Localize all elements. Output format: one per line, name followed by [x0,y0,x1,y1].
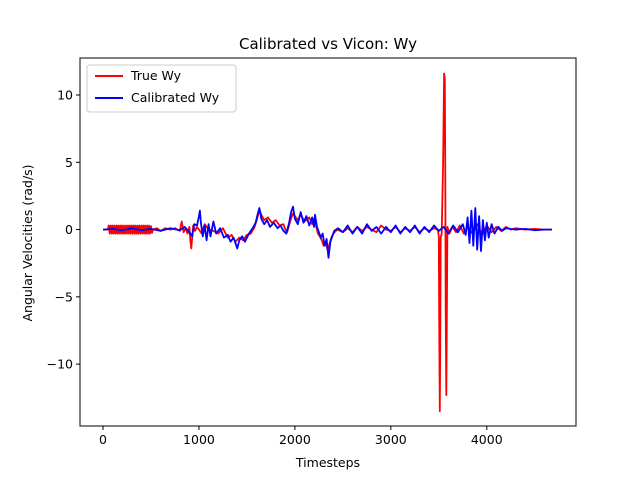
legend: True Wy Calibrated Wy [86,64,237,113]
y-axis-label: Angular Velocities (rad/s) [20,164,35,321]
legend-label-true-wy: True Wy [130,68,182,83]
x-tick-label: 1000 [183,432,215,447]
y-tick-label: 0 [65,222,73,237]
y-tick-label: 10 [57,88,73,103]
x-tick-label: 4000 [471,432,503,447]
plot-frame [79,57,577,427]
x-axis-label: Timesteps [295,455,360,470]
legend-label-calibrated-wy: Calibrated Wy [131,90,220,105]
chart-title: Calibrated vs Vicon: Wy [239,35,417,53]
legend-box [86,64,237,113]
y-tick-label: 5 [65,155,73,170]
y-tick-label: −10 [47,357,73,372]
x-tick-label: 2000 [279,432,311,447]
y-axis: −10 −5 0 5 10 [47,88,80,372]
series-line-calibrated-wy [102,205,552,259]
y-tick-label: −5 [55,289,73,304]
series-layer [102,72,552,413]
x-tick-label: 3000 [375,432,407,447]
x-axis: 0 1000 2000 3000 4000 [99,426,503,447]
x-tick-label: 0 [99,432,107,447]
